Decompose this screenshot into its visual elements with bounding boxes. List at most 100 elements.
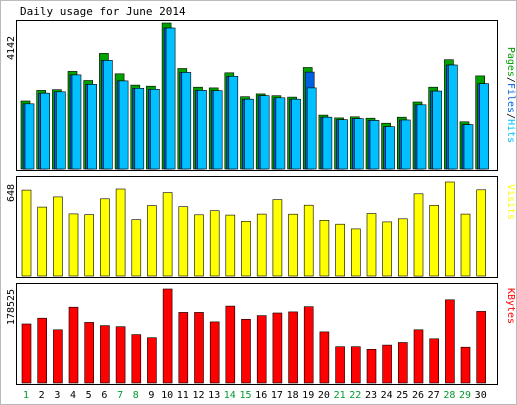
bar-visits-day-8: [131, 219, 142, 277]
bar-visits-day-19: [303, 204, 314, 277]
x-label-day-4: 4: [70, 390, 76, 401]
visits-panel-frame: [16, 176, 498, 278]
bar-hits-day-7: [118, 80, 129, 170]
legend-sep-1: /: [505, 77, 516, 83]
bar-kbytes-day-5: [84, 322, 94, 384]
bar-visits-day-14: [225, 214, 236, 277]
x-label-day-24: 24: [381, 390, 393, 401]
x-label-day-8: 8: [133, 390, 139, 401]
bar-visits-day-26: [413, 193, 424, 277]
x-label-day-28: 28: [443, 390, 455, 401]
bar-hits-day-24: [385, 126, 395, 170]
bar-visits-day-11: [178, 206, 189, 277]
bar-visits-day-29: [460, 213, 471, 277]
bar-visits-day-2: [37, 206, 48, 277]
x-label-day-15: 15: [239, 390, 251, 401]
bar-kbytes-day-16: [256, 315, 267, 384]
bar-visits-day-4: [68, 213, 79, 277]
bar-visits-day-17: [272, 199, 283, 277]
bar-hits-day-26: [416, 104, 427, 170]
bar-hits-day-13: [212, 90, 223, 170]
bar-kbytes-day-4: [68, 306, 79, 384]
bar-kbytes-day-19: [303, 306, 314, 384]
bar-visits-day-7: [115, 188, 126, 277]
bar-hits-day-6: [103, 60, 113, 170]
bar-kbytes-day-15: [241, 318, 251, 384]
bar-hits-day-18: [291, 98, 301, 170]
bar-kbytes-day-9: [147, 337, 157, 384]
bar-visits-day-28: [445, 181, 455, 277]
x-label-day-1: 1: [23, 390, 29, 401]
x-label-day-17: 17: [271, 390, 283, 401]
bar-visits-day-18: [288, 213, 298, 277]
bar-visits-day-22: [350, 228, 361, 277]
bar-kbytes-day-17: [272, 312, 283, 384]
bar-hits-day-29: [463, 124, 474, 170]
bar-hits-day-17: [275, 97, 286, 170]
bar-hits-day-12: [197, 90, 207, 170]
bar-kbytes-day-27: [429, 338, 440, 384]
chart-title: Daily usage for June 2014: [20, 5, 186, 18]
kbytes-ymax-label: 178525: [6, 289, 17, 325]
bar-kbytes-day-10: [162, 288, 173, 384]
x-label-day-3: 3: [54, 390, 60, 401]
bar-hits-day-27: [432, 90, 443, 170]
bar-hits-day-4: [71, 74, 82, 170]
bar-kbytes-day-22: [350, 346, 361, 384]
bar-hits-day-21: [338, 119, 348, 170]
bar-visits-day-27: [429, 205, 440, 277]
x-label-day-6: 6: [101, 390, 107, 401]
bar-hits-day-20: [322, 116, 333, 170]
bar-visits-day-1: [21, 189, 32, 277]
bar-hits-day-15: [244, 98, 254, 170]
x-label-day-5: 5: [86, 390, 92, 401]
bar-kbytes-day-14: [225, 305, 236, 384]
bar-visits-day-15: [241, 221, 251, 277]
kbytes-legend: KBytes: [505, 288, 516, 324]
bar-hits-day-22: [353, 118, 364, 170]
x-label-day-22: 22: [349, 390, 361, 401]
bar-visits-day-5: [84, 214, 94, 277]
bar-hits-day-30: [479, 83, 490, 170]
bar-kbytes-day-28: [445, 299, 455, 384]
x-label-day-7: 7: [117, 390, 123, 401]
bar-hits-day-5: [87, 84, 97, 170]
bar-kbytes-day-12: [194, 312, 204, 384]
legend-sep-2: /: [505, 113, 516, 119]
bar-visits-day-13: [209, 210, 220, 277]
hits-panel-frame: [16, 20, 498, 171]
bar-kbytes-day-1: [21, 323, 32, 384]
x-axis-labels: 1 2 3 4 5 6 7 8 9 10 11 12 13 14 15 16 17 18 19 20 21 22 23 24 2…: [23, 390, 487, 401]
bar-kbytes-day-23: [366, 348, 377, 384]
bar-visits-day-21: [335, 223, 345, 277]
bar-hits-day-8: [134, 88, 145, 170]
x-label-day-18: 18: [287, 390, 299, 401]
bar-visits-day-23: [366, 213, 377, 277]
bar-visits-day-30: [476, 189, 487, 277]
bar-kbytes-day-25: [397, 342, 408, 384]
visits-ymax-label: 648: [6, 184, 17, 202]
x-label-day-11: 11: [177, 390, 189, 401]
x-label-day-14: 14: [224, 390, 236, 401]
bar-hits-day-1: [24, 103, 35, 170]
bars-layer: [20, 22, 490, 384]
x-label-day-19: 19: [302, 390, 314, 401]
x-label-day-21: 21: [334, 390, 346, 401]
bar-visits-day-3: [53, 196, 63, 277]
legend-files: Files: [505, 83, 516, 113]
bar-visits-day-25: [397, 218, 408, 277]
bar-kbytes-day-7: [115, 326, 126, 384]
bar-kbytes-day-6: [100, 325, 110, 384]
x-label-day-20: 20: [318, 390, 330, 401]
x-label-day-2: 2: [39, 390, 45, 401]
bar-kbytes-day-18: [288, 311, 298, 384]
bar-visits-day-12: [194, 214, 204, 277]
x-label-day-10: 10: [161, 390, 173, 401]
bar-visits-day-20: [319, 220, 330, 277]
bar-hits-day-23: [369, 120, 380, 170]
visits-legend: Visits: [505, 184, 516, 220]
x-label-day-12: 12: [192, 390, 204, 401]
bar-kbytes-day-8: [131, 334, 142, 384]
